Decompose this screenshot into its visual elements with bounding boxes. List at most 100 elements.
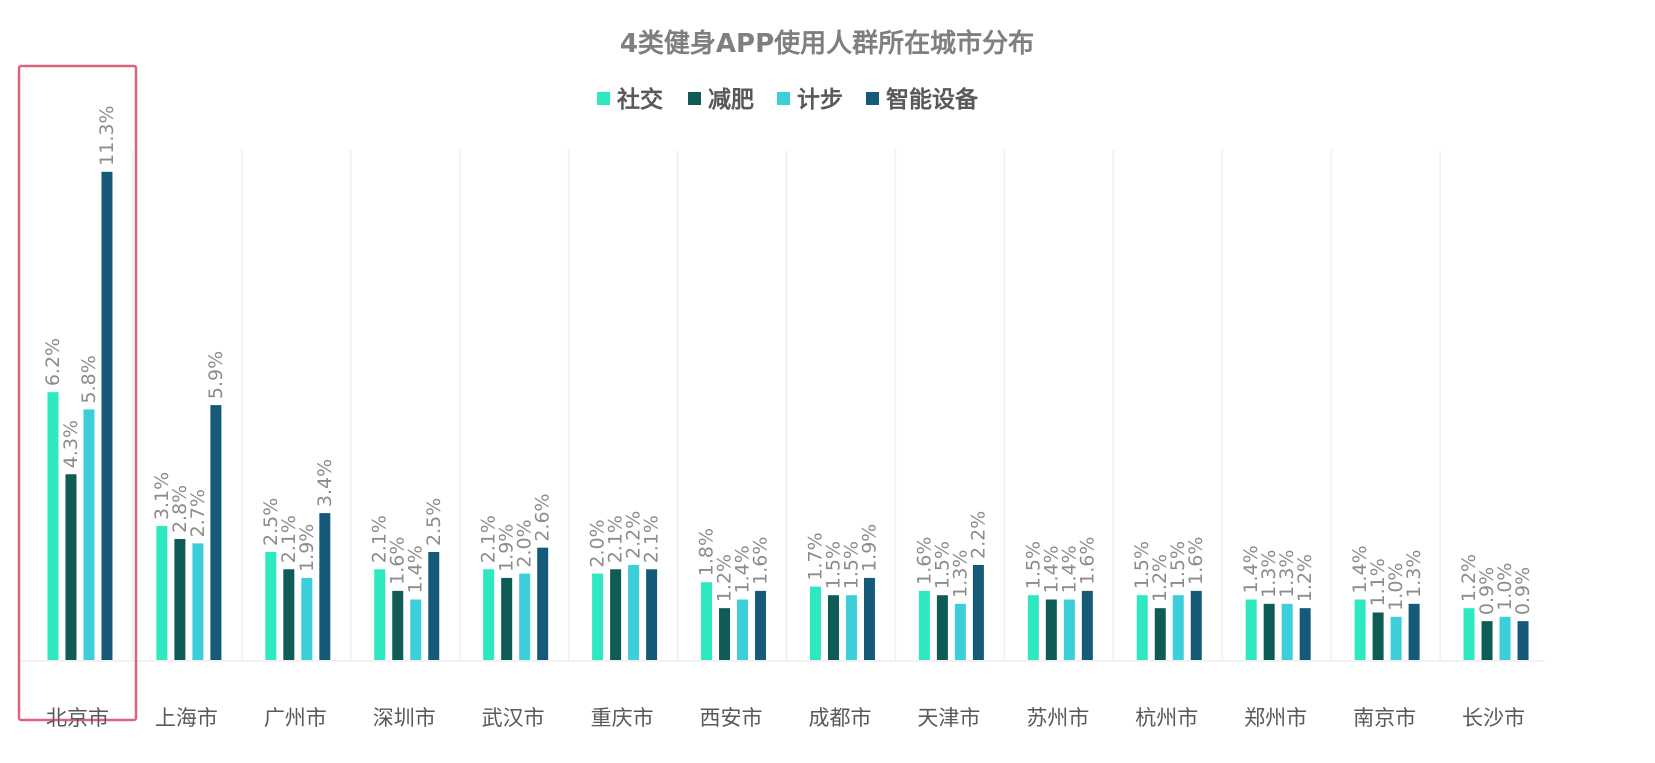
bar-4-4 [428, 552, 440, 660]
x-tick-label-2: 上海市 [155, 706, 218, 730]
x-tick-label-12: 郑州市 [1244, 706, 1307, 730]
bar-4-3 [319, 513, 331, 660]
bar-4-14 [1517, 621, 1529, 660]
value-label-4-12: 1.2% [1294, 554, 1316, 602]
x-axis-labels: 北京市 上海市 广州市 深圳市 武汉市 重庆市 西安市 成都市 天津市 苏州市 杭州市 郑州市 南京市 长… [46, 706, 1525, 730]
legend: 社交 减肥 计步 智能设备 [597, 86, 979, 113]
value-label-3-2: 2.7% [187, 489, 209, 537]
bar-1-3 [265, 552, 277, 660]
value-label-2-3: 2.1% [278, 515, 300, 563]
value-label-2-4: 1.6% [387, 537, 409, 585]
category-dividers [20, 150, 1545, 662]
bar-4-7 [755, 590, 767, 660]
bar-4-5 [537, 547, 549, 660]
bar-3-9 [954, 603, 966, 660]
value-label-1-12: 1.4% [1240, 545, 1262, 593]
value-label-2-14: 0.9% [1476, 567, 1498, 615]
bar-3-12 [1281, 603, 1293, 660]
bar-2-10 [1045, 599, 1057, 660]
bar-4-10 [1081, 590, 1093, 660]
bar-1-14 [1463, 608, 1475, 660]
value-label-2-11: 1.2% [1149, 554, 1171, 602]
bar-2-7 [719, 608, 731, 660]
value-label-4-14: 0.9% [1512, 567, 1534, 615]
bar-1-9 [918, 590, 930, 660]
value-label-2-9: 1.5% [931, 541, 953, 589]
bar-3-6 [628, 564, 640, 660]
value-label-4-13: 1.3% [1403, 550, 1425, 598]
x-tick-label-3: 广州市 [264, 706, 327, 730]
bar-2-14 [1481, 621, 1493, 660]
value-label-3-13: 1.0% [1385, 563, 1407, 611]
highlight-box [17, 64, 138, 722]
value-label-3-9: 1.3% [949, 550, 971, 598]
bar-2-4 [392, 590, 404, 660]
x-tick-label-13: 南京市 [1353, 706, 1416, 730]
value-label-1-5: 2.1% [478, 515, 500, 563]
bar-3-3 [301, 577, 313, 660]
legend-label-3: 计步 [797, 87, 843, 113]
bar-2-3 [283, 569, 295, 660]
bar-3-4 [410, 599, 422, 660]
value-label-3-8: 1.5% [840, 541, 862, 589]
legend-label-4: 智能设备 [886, 86, 979, 113]
value-label-2-12: 1.3% [1258, 550, 1280, 598]
value-label-1-3: 2.5% [260, 498, 282, 546]
bar-3-1 [83, 409, 95, 660]
bars-group [47, 171, 1529, 660]
value-label-4-1: 11.3% [96, 105, 118, 165]
value-label-3-14: 1.0% [1494, 563, 1516, 611]
value-label-3-6: 2.2% [623, 511, 645, 559]
bar-1-12 [1245, 599, 1257, 660]
bar-2-5 [501, 577, 513, 660]
value-label-1-14: 1.2% [1458, 554, 1480, 602]
value-label-3-10: 1.4% [1058, 545, 1080, 593]
value-label-2-8: 1.5% [822, 541, 844, 589]
value-label-1-2: 3.1% [151, 472, 173, 520]
chart-title: 4类健身APP使用人群所在城市分布 [620, 28, 1034, 59]
value-label-1-6: 2.0% [587, 519, 609, 567]
value-label-2-13: 1.1% [1367, 558, 1389, 606]
x-tick-label-7: 西安市 [700, 706, 763, 730]
bar-3-11 [1172, 595, 1184, 660]
value-label-3-3: 1.9% [296, 524, 318, 572]
value-label-3-5: 2.0% [514, 519, 536, 567]
bar-2-8 [827, 595, 839, 660]
value-label-2-6: 2.1% [605, 515, 627, 563]
bar-4-13 [1408, 603, 1420, 660]
x-tick-label-1: 北京市 [46, 706, 109, 730]
value-label-1-13: 1.4% [1349, 545, 1371, 593]
bar-1-5 [483, 569, 495, 660]
value-label-1-11: 1.5% [1131, 541, 1153, 589]
legend-swatch-4 [866, 92, 879, 105]
bar-2-2 [174, 539, 186, 660]
value-label-3-1: 5.8% [78, 355, 100, 403]
bar-2-11 [1154, 608, 1166, 660]
legend-label-2: 减肥 [708, 87, 754, 113]
value-label-1-7: 1.8% [696, 528, 718, 576]
highlight-box-frame [17, 64, 138, 722]
value-label-3-4: 1.4% [405, 545, 427, 593]
x-tick-label-5: 武汉市 [482, 706, 545, 730]
value-label-4-5: 2.6% [532, 493, 554, 541]
bar-1-13 [1354, 599, 1366, 660]
x-tick-label-4: 深圳市 [373, 706, 436, 730]
legend-swatch-1 [597, 92, 610, 105]
value-label-2-10: 1.4% [1040, 545, 1062, 593]
bar-4-8 [863, 577, 875, 660]
value-label-4-8: 1.9% [858, 524, 880, 572]
bar-1-8 [809, 586, 821, 660]
value-label-2-7: 1.2% [714, 554, 736, 602]
bar-3-2 [192, 543, 204, 660]
value-label-4-7: 1.6% [750, 537, 772, 585]
bar-1-1 [47, 392, 59, 660]
value-label-4-4: 2.5% [423, 498, 445, 546]
x-tick-label-8: 成都市 [808, 706, 871, 730]
value-label-1-1: 6.2% [42, 338, 64, 386]
value-label-2-1: 4.3% [60, 420, 82, 468]
bar-4-1 [101, 171, 113, 660]
value-label-4-11: 1.6% [1185, 537, 1207, 585]
x-tick-label-14: 长沙市 [1462, 706, 1525, 730]
